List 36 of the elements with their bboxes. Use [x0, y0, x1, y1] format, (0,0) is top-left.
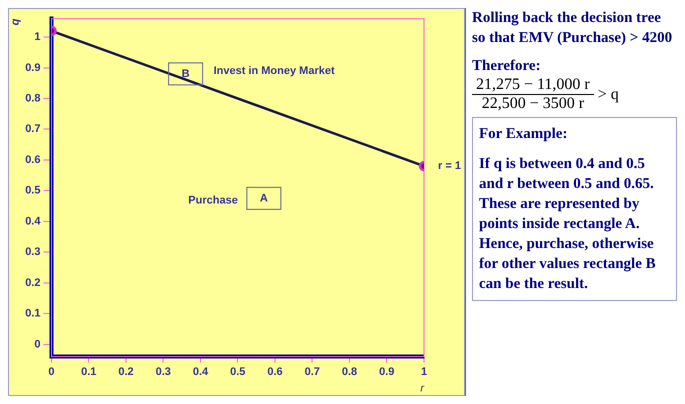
y-tick-label: 0.5: [25, 184, 40, 197]
x-tick-label: 0.1: [81, 366, 96, 378]
y-axis-title: q: [10, 18, 22, 26]
text: Rolling back the decision tree so that EMV (Purchase) > 4200: [472, 9, 674, 48]
x-tick-label: 0.6: [267, 366, 283, 378]
y-tick-label: 0.1: [25, 308, 40, 320]
y-tick-label: 1: [34, 31, 40, 44]
x-tick-label: 0.7: [304, 366, 320, 378]
x-tick-label: 0.4: [192, 366, 210, 378]
y-tick-label: 0.8: [25, 92, 40, 105]
x-tick-label: 1: [420, 366, 428, 378]
y-tick-label: 0: [34, 338, 40, 350]
y-tick-label: 0.4: [25, 215, 42, 228]
annotation: Purchase: [188, 194, 238, 206]
x-axis-title: r: [420, 382, 426, 394]
text: 22,500 − 3500 r: [480, 95, 586, 113]
y-tick-label: 0.3: [25, 246, 40, 258]
text: 21,275 − 11,000 r: [472, 76, 594, 95]
x-tick-label: 0.2: [118, 366, 134, 378]
x-tick-label: 0.9: [379, 366, 394, 378]
annotation: Invest in Money Market: [214, 64, 335, 77]
x-tick-label: 0.5: [230, 366, 246, 378]
y-tick-label: 0.9: [25, 62, 40, 74]
annotation: r = 1: [438, 160, 461, 172]
text: If q is between 0.4 and 0.5 and r between 0.5 and 0.65. These are represented by points inside rectangle A. Hence, purchase, otherwise for other values rectangle B can be the result.: [479, 155, 657, 294]
text: For Example:: [479, 125, 568, 144]
y-tick-label: 0.6: [25, 154, 40, 166]
annotation: A: [260, 192, 268, 204]
text: > q: [598, 86, 619, 104]
y-tick-label: 0.7: [25, 123, 40, 136]
x-tick-label: 0: [48, 366, 55, 378]
annotation: B: [182, 68, 190, 80]
x-tick-label: 0.3: [156, 366, 171, 378]
y-tick-label: 0.2: [25, 276, 40, 289]
text: Therefore:: [472, 57, 542, 76]
x-tick-label: 0.8: [342, 366, 358, 378]
